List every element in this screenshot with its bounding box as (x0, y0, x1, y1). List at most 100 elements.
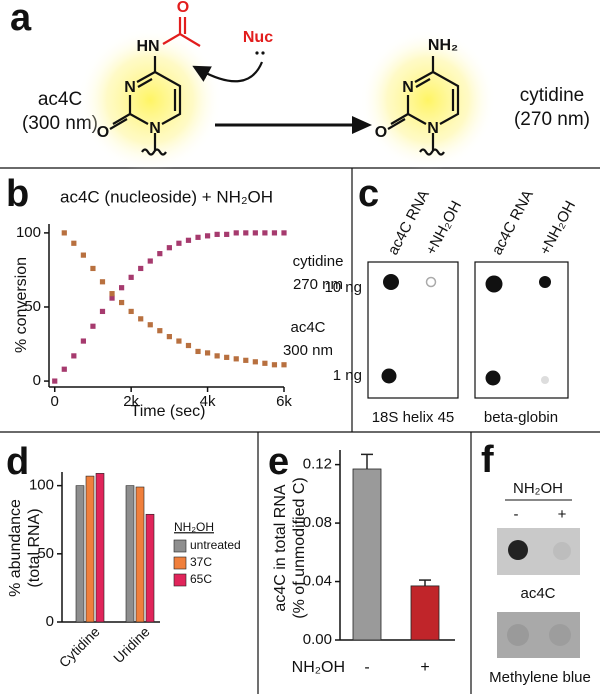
panel-letter: b (6, 173, 29, 215)
marker (157, 328, 163, 334)
panel-letter: e (268, 441, 289, 483)
marker (214, 231, 220, 237)
x-axis-label: Time (sec) (131, 403, 206, 420)
atom: N (124, 79, 136, 96)
y-label-group: (total RNA) (26, 508, 43, 587)
series-label: 300 nm (283, 342, 333, 359)
marker (176, 240, 182, 246)
treatment-label: NH₂OH (513, 480, 563, 497)
marker (166, 245, 172, 251)
marker (233, 356, 239, 362)
marker (252, 359, 258, 365)
atom: NH₂ (428, 37, 458, 54)
dot (425, 276, 437, 288)
marker (204, 233, 211, 239)
marker (214, 353, 220, 359)
label: cytidine (520, 85, 584, 106)
y-tick-label: 0.08 (303, 514, 332, 531)
atom: O (177, 0, 189, 16)
panel-letter: d (6, 441, 29, 483)
series-label: ac4C (290, 319, 325, 336)
bar (75, 485, 85, 623)
blot-label: Methylene blue (489, 669, 591, 686)
dot (485, 275, 503, 293)
marker (99, 308, 106, 315)
x-tick-label: + (420, 659, 429, 676)
cytidine-structure: NH₂ N O N (375, 37, 460, 156)
legend-label: 37C (190, 555, 212, 569)
column-label: ac4C RNA (489, 187, 537, 258)
chart-title: ac4C (nucleoside) + NH₂OH (60, 187, 273, 206)
ac4c-structure: HN O N O N Nuc (97, 0, 273, 156)
y-tick-label: 50 (37, 545, 54, 562)
y-axis-label: % conversion (13, 257, 30, 353)
marker (71, 240, 77, 246)
marker (119, 285, 125, 291)
x-axis-label: NH₂OH (292, 659, 345, 676)
marker (109, 291, 115, 297)
panel-c: c ac4C RNA +NH₂OH ac4C RNA +NH₂OH 10 ng … (324, 173, 579, 426)
atom: N (427, 120, 439, 137)
marker (281, 230, 287, 236)
y-axis-label: (total RNA) (26, 508, 43, 587)
marker (147, 322, 153, 328)
marker (61, 366, 67, 372)
series-label: cytidine (293, 253, 344, 270)
glow (78, 28, 222, 172)
dot (553, 542, 571, 560)
dot (541, 376, 549, 384)
dot (381, 368, 397, 384)
y-tick-label: 100 (29, 477, 54, 494)
panel-a: a ac4C (300 nm) cytidine (270 nm) HN O N… (10, 0, 590, 172)
y-tick-label: 100 (16, 224, 41, 241)
blot-label: 18S helix 45 (372, 409, 455, 426)
marker (204, 350, 211, 356)
marker (157, 251, 163, 257)
label: ac4C (38, 89, 82, 110)
marker (80, 252, 86, 258)
row-label: 10 ng (324, 279, 362, 296)
marker (224, 231, 230, 237)
legend-label: untreated (190, 538, 241, 552)
dot (383, 274, 399, 290)
nucleophile: Nuc (243, 29, 273, 46)
legend-swatch (173, 573, 187, 587)
bar (95, 473, 105, 623)
marker (71, 353, 77, 359)
marker (128, 274, 134, 280)
marker (243, 230, 249, 236)
marker (119, 299, 125, 306)
y-axis-label: ac4C in total RNA (272, 484, 289, 611)
blot-label: ac4C (520, 585, 555, 602)
panel-letter: c (358, 173, 379, 215)
x-tick-label: 2k (123, 393, 139, 410)
arrow-head (352, 116, 372, 134)
atom: N (149, 120, 161, 137)
marker (138, 316, 144, 322)
marker (109, 295, 115, 301)
marker (90, 323, 96, 329)
x-tick-label: Uridine (110, 623, 153, 666)
y-tick-label: 0.00 (303, 631, 332, 648)
x-tick-label: 6k (276, 393, 292, 410)
marker (61, 230, 67, 236)
y-label-group: % abundance (7, 499, 24, 597)
y-axis-label: (% of unmodified C) (291, 477, 308, 618)
bar (410, 585, 440, 641)
dot (549, 624, 571, 646)
marker (262, 230, 268, 236)
marker (262, 360, 268, 366)
marker (185, 342, 192, 349)
bar (85, 475, 95, 623)
dot (508, 540, 528, 560)
marker (147, 258, 153, 264)
y-tick-label: 0 (33, 372, 41, 389)
marker (195, 348, 201, 355)
y-tick-label: 0.04 (303, 573, 332, 590)
label: (300 nm) (22, 113, 98, 134)
marker (166, 334, 172, 340)
atom: HN (136, 38, 159, 55)
y-label-group: (% of unmodified C) (291, 477, 308, 618)
dot (539, 276, 551, 288)
